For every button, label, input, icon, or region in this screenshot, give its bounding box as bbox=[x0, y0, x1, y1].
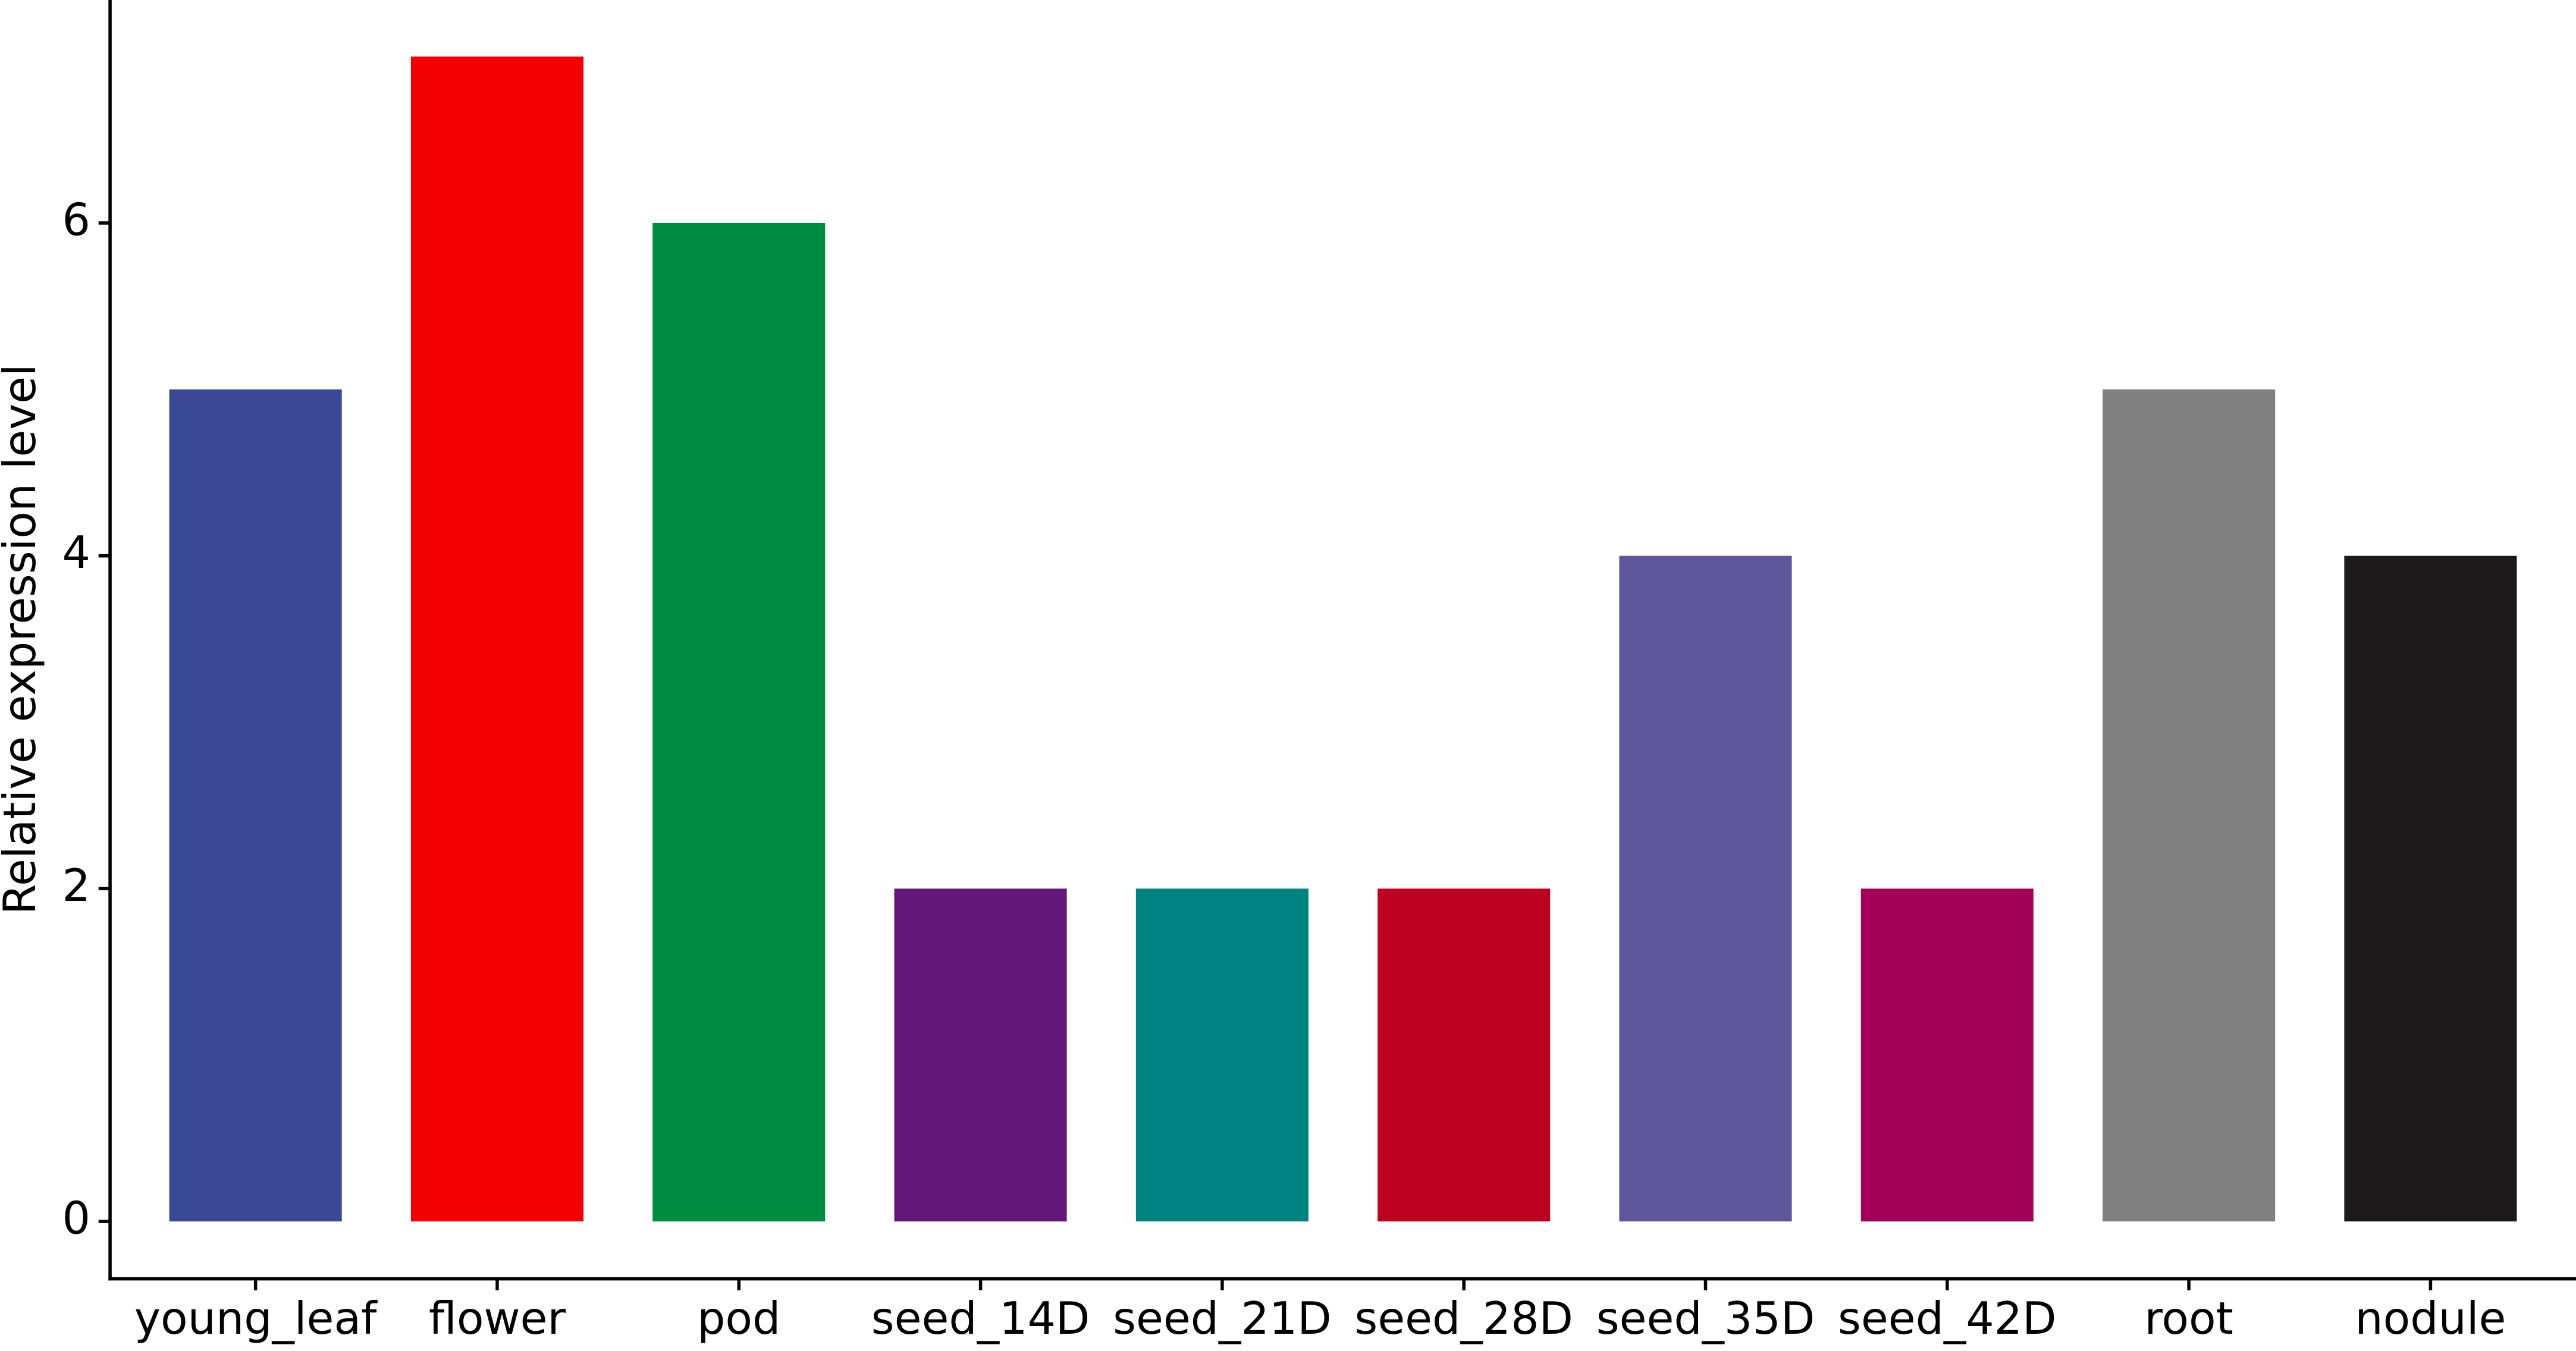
y-tick-label: 2 bbox=[62, 860, 90, 912]
bar bbox=[1860, 888, 2034, 1222]
bar bbox=[652, 223, 826, 1222]
y-tick-label: 0 bbox=[62, 1193, 90, 1245]
bar bbox=[1135, 888, 1309, 1222]
bar bbox=[2103, 389, 2276, 1222]
bar bbox=[894, 888, 1067, 1222]
bar bbox=[169, 389, 342, 1222]
y-tick-label: 6 bbox=[62, 194, 90, 246]
x-tick-label: seed_35D bbox=[1596, 1293, 1815, 1344]
bar bbox=[1619, 555, 1792, 1222]
x-tick-label: flower bbox=[429, 1293, 566, 1344]
x-tick-label: seed_14D bbox=[871, 1293, 1090, 1344]
x-tick-label: nodule bbox=[2355, 1293, 2506, 1344]
bar bbox=[410, 56, 584, 1222]
y-tick-label: 4 bbox=[62, 527, 90, 579]
x-tick-label: young_leaf bbox=[134, 1293, 378, 1344]
x-tick-label: seed_21D bbox=[1113, 1293, 1332, 1344]
bar bbox=[1378, 888, 1551, 1222]
x-tick-label: seed_28D bbox=[1354, 1293, 1573, 1344]
x-tick-label: root bbox=[2144, 1293, 2233, 1344]
bar bbox=[2344, 555, 2517, 1222]
x-tick-label: pod bbox=[697, 1293, 780, 1344]
y-axis-title: Relative expression level bbox=[0, 364, 46, 915]
x-tick-label: seed_42D bbox=[1838, 1293, 2057, 1344]
